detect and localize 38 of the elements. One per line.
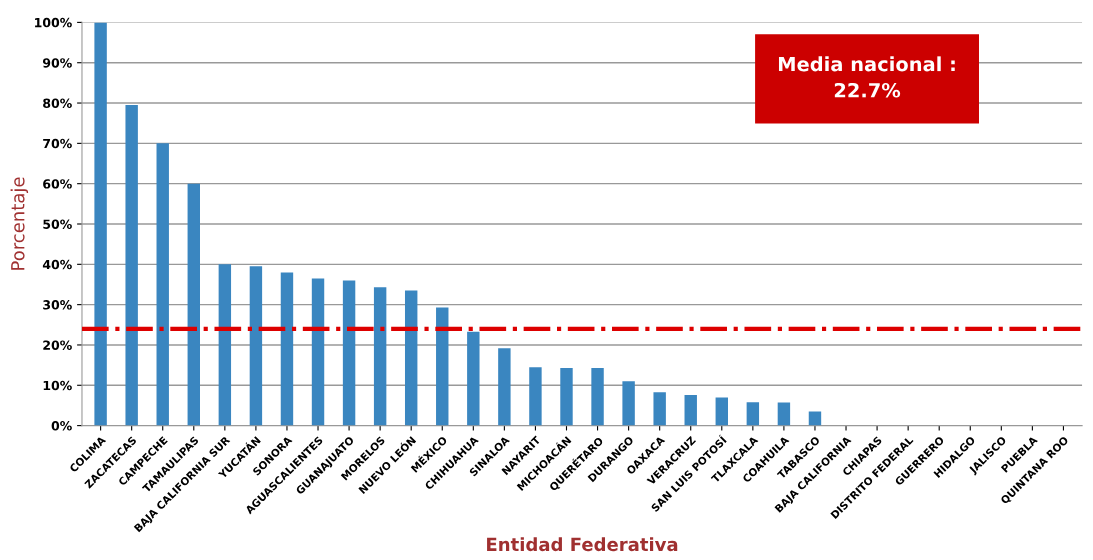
bar bbox=[404, 290, 418, 426]
bar bbox=[311, 278, 325, 426]
y-tick-label: 90% bbox=[42, 58, 72, 68]
bar bbox=[498, 348, 511, 426]
y-tick-label: 10% bbox=[43, 380, 72, 391]
bar bbox=[684, 394, 697, 426]
bar bbox=[746, 402, 760, 426]
y-tick-label: 30% bbox=[43, 300, 72, 310]
y-tick-label: 40% bbox=[42, 259, 72, 270]
y-tick-label: 80% bbox=[43, 98, 72, 108]
bar bbox=[342, 280, 356, 426]
bar bbox=[94, 22, 107, 426]
bar bbox=[187, 183, 200, 426]
bar bbox=[653, 392, 666, 426]
y-axis-title: Porcentaje bbox=[10, 177, 29, 270]
bar bbox=[715, 397, 728, 426]
bar bbox=[436, 307, 449, 426]
bar bbox=[280, 272, 294, 426]
bar bbox=[560, 367, 573, 426]
y-tick-label: 0% bbox=[51, 421, 72, 431]
bar bbox=[125, 105, 138, 426]
bar bbox=[249, 266, 263, 426]
bar bbox=[156, 143, 169, 426]
y-tick-label: 60% bbox=[43, 179, 72, 189]
bar bbox=[467, 331, 480, 426]
y-tick-label: 70% bbox=[43, 138, 72, 149]
annotation: Media nacional : 22.7% bbox=[778, 56, 955, 98]
y-tick-label: 100% bbox=[35, 17, 72, 28]
bar bbox=[591, 367, 604, 426]
bar bbox=[529, 367, 542, 426]
bar bbox=[373, 287, 387, 426]
bar bbox=[808, 411, 822, 426]
bar bbox=[622, 381, 635, 426]
y-tick-label: 50% bbox=[43, 219, 72, 229]
y-tick-label: 20% bbox=[43, 340, 72, 350]
x-axis-title: Entidad Federativa bbox=[487, 537, 678, 552]
bar bbox=[218, 264, 232, 426]
bar bbox=[777, 402, 791, 426]
